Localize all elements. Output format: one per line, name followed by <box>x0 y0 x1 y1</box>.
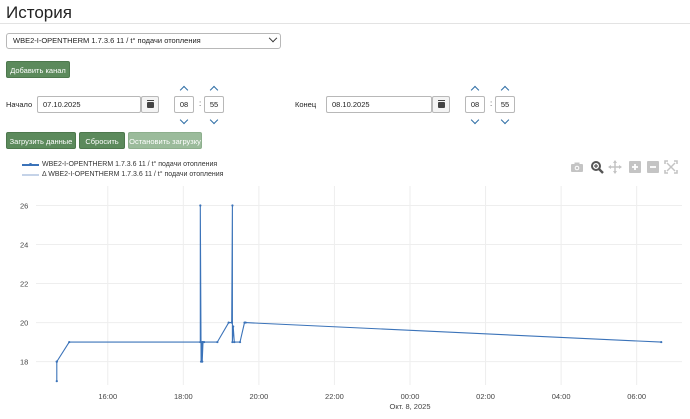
data-point <box>243 321 246 324</box>
data-point <box>199 340 202 344</box>
chart-series <box>55 204 663 383</box>
end-minute-up-icon[interactable] <box>500 85 510 95</box>
end-label: Конец <box>295 100 317 109</box>
data-point <box>201 340 204 344</box>
end-date-input[interactable]: 08.10.2025 <box>326 96 432 113</box>
legend-series-label: WBE2-I-OPENTHERM 1.7.3.6 11 / t° подачи … <box>42 161 218 168</box>
data-point <box>68 340 71 344</box>
legend-delta-label: Δ WBE2-I-OPENTHERM 1.7.3.6 11 / t° подач… <box>42 171 224 178</box>
y-tick-label: 26 <box>20 202 28 211</box>
legend-marker <box>29 163 32 166</box>
zoom-in-icon[interactable] <box>628 160 642 174</box>
data-point <box>232 325 235 328</box>
data-point <box>55 360 58 363</box>
legend-item-delta[interactable]: Δ WBE2-I-OPENTHERM 1.7.3.6 11 / t° подач… <box>20 170 223 180</box>
series-line <box>56 205 662 382</box>
page-title: История <box>6 3 72 22</box>
x-tick-label: 04:00 <box>552 392 571 401</box>
data-point <box>238 340 242 344</box>
chevron-down-icon <box>268 33 278 43</box>
load-data-button[interactable]: Загрузить данные <box>6 132 76 149</box>
x-tick-label: 06:00 <box>627 392 646 401</box>
chart-legend: WBE2-I-OPENTHERM 1.7.3.6 11 / t° подачи … <box>20 160 223 180</box>
data-point <box>201 360 204 363</box>
x-axis: 16:00 18:00 20:00 22:00 00:00 02:00 04:00 06:00… <box>98 392 646 411</box>
time-separator: : <box>199 99 202 108</box>
x-axis-date-label: Окт. 8, 2025 <box>390 402 431 411</box>
x-tick-label: 22:00 <box>325 392 344 401</box>
data-point <box>201 340 205 344</box>
start-hour-up-icon[interactable] <box>179 85 189 95</box>
zoom-icon[interactable] <box>590 160 604 174</box>
camera-icon[interactable] <box>570 160 584 174</box>
x-tick-label: 18:00 <box>174 392 193 401</box>
data-point <box>244 321 247 324</box>
y-tick-label: 24 <box>20 241 28 250</box>
data-point <box>231 204 234 207</box>
y-tick-label: 20 <box>20 319 28 328</box>
x-tick-label: 16:00 <box>98 392 117 401</box>
channel-select-value: WBE2-I-OPENTHERM 1.7.3.6 11 / t° подачи … <box>13 36 201 45</box>
calendar-icon-body <box>438 102 445 108</box>
pan-icon[interactable] <box>608 160 622 174</box>
legend-item-series[interactable]: WBE2-I-OPENTHERM 1.7.3.6 11 / t° подачи … <box>20 160 223 170</box>
x-tick-label: 20:00 <box>249 392 268 401</box>
start-calendar-button[interactable] <box>141 96 159 113</box>
chart-grid <box>36 186 682 385</box>
reset-button[interactable]: Сбросить <box>79 132 125 149</box>
data-point <box>230 321 233 324</box>
end-minute-down-icon[interactable] <box>500 115 510 125</box>
channel-select[interactable]: WBE2-I-OPENTHERM 1.7.3.6 11 / t° подачи … <box>6 33 281 49</box>
title-divider <box>0 23 690 24</box>
x-tick-label: 02:00 <box>476 392 495 401</box>
add-channel-button[interactable]: Добавить канал <box>6 61 70 78</box>
start-hour-input[interactable]: 08 <box>174 96 194 113</box>
y-tick-label: 18 <box>20 358 28 367</box>
start-minute-input[interactable]: 55 <box>204 96 224 113</box>
start-hour-down-icon[interactable] <box>179 115 189 125</box>
end-minute-input[interactable]: 55 <box>495 96 515 113</box>
start-minute-down-icon[interactable] <box>209 115 219 125</box>
end-hour-down-icon[interactable] <box>470 115 480 125</box>
calendar-icon <box>438 100 445 101</box>
data-point <box>199 360 203 363</box>
calendar-icon-body <box>147 102 154 108</box>
data-point <box>55 360 58 363</box>
data-point <box>660 340 663 344</box>
end-calendar-button[interactable] <box>432 96 450 113</box>
autoscale-icon[interactable] <box>664 160 678 174</box>
time-separator: : <box>490 99 493 108</box>
x-tick-label: 00:00 <box>401 392 420 401</box>
data-point <box>231 340 234 344</box>
start-minute-up-icon[interactable] <box>209 85 219 95</box>
legend-delta-swatch <box>22 174 39 176</box>
zoom-out-icon[interactable] <box>646 160 660 174</box>
stop-loading-button[interactable]: Остановить загрузку <box>128 132 202 149</box>
y-tick-label: 22 <box>20 280 28 289</box>
data-point <box>199 204 202 207</box>
end-hour-up-icon[interactable] <box>470 85 480 95</box>
data-point <box>227 321 230 324</box>
end-hour-input[interactable]: 08 <box>465 96 485 113</box>
data-point <box>233 340 236 344</box>
start-label: Начало <box>6 100 33 109</box>
data-point <box>55 379 58 383</box>
calendar-icon <box>147 100 154 101</box>
data-point <box>216 340 219 344</box>
start-date-input[interactable]: 07.10.2025 <box>37 96 141 113</box>
data-point <box>203 340 206 344</box>
y-axis: 18 20 22 24 26 <box>20 202 28 367</box>
